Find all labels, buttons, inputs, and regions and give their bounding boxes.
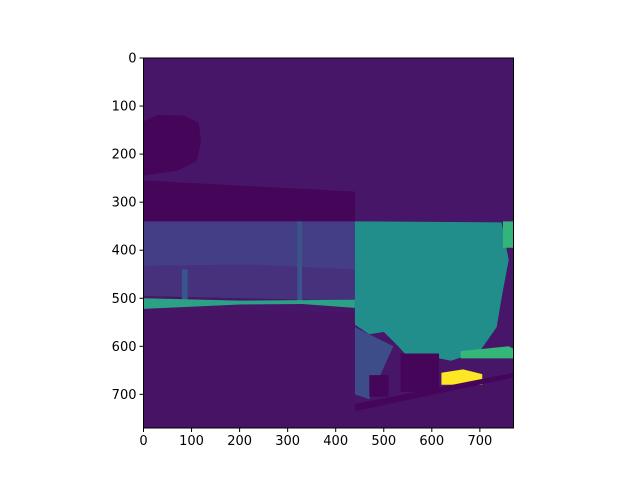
segmentation-regions [143,58,514,428]
region-fence-right [354,327,394,400]
x-tick-label: 400 [323,434,348,449]
region-sky [143,58,514,222]
region-road-edge [354,372,514,412]
y-axis: 0 100 200 300 400 500 600 700 [112,52,144,403]
x-axis: 0 100 200 300 400 500 600 700 [139,428,492,449]
region-dark-vehicle [400,353,440,392]
region-vegetation [354,221,509,361]
x-tick-label: 100 [179,434,204,449]
x-tick-label: 600 [419,434,444,449]
y-tick-label: 0 [128,52,136,67]
x-tick-label: 300 [275,434,300,449]
region-ground [143,307,514,428]
y-tick-label: 100 [112,100,137,115]
y-tick-label: 200 [112,148,137,163]
region-vegetation-right-edge [502,221,514,248]
region-hedge [143,264,355,301]
y-tick-label: 700 [112,388,137,403]
x-tick-label: 0 [139,434,147,449]
region-pole-left [181,269,188,304]
region-pole-mid [297,221,303,301]
region-sidewalk [143,298,355,309]
x-tick-label: 200 [227,434,252,449]
region-tree-crown [143,114,202,176]
y-tick-label: 300 [112,196,137,211]
x-tick-label: 500 [371,434,396,449]
y-tick-label: 400 [112,244,137,259]
region-grass-right [460,346,514,359]
x-tick-label: 700 [467,434,492,449]
region-wall-band [143,180,355,222]
y-tick-label: 600 [112,340,137,355]
plot-frame [143,57,514,429]
y-tick-label: 500 [112,292,137,307]
region-bicycle-racks [369,375,389,397]
